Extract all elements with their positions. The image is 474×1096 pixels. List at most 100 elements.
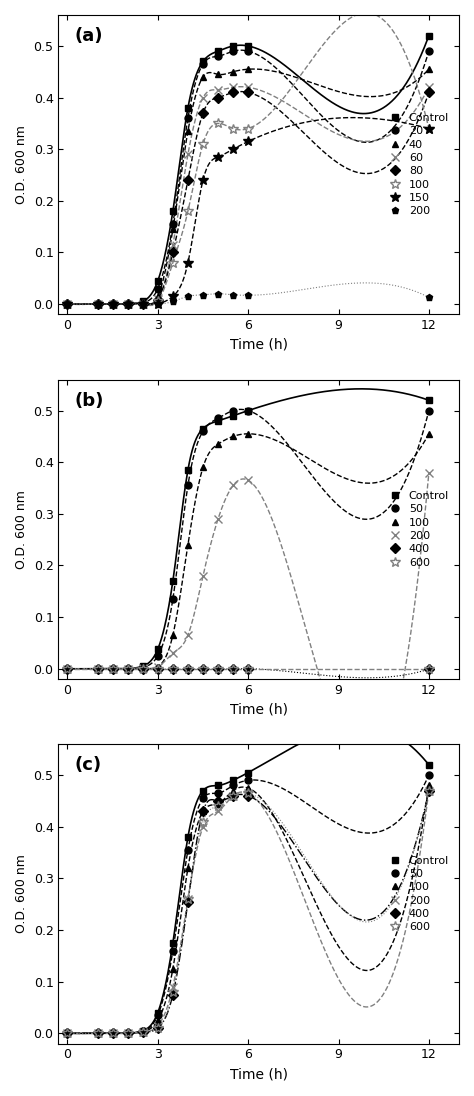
600 [170, 985, 176, 998]
600 [125, 1027, 130, 1040]
40 [426, 62, 432, 76]
100 [170, 628, 176, 641]
400 [170, 663, 176, 676]
50 [64, 662, 70, 675]
600 [200, 662, 206, 675]
150 [155, 297, 161, 310]
Control [246, 39, 251, 53]
600 [246, 787, 251, 800]
Control [140, 660, 146, 673]
Control [125, 1027, 130, 1040]
60 [246, 81, 251, 94]
200 [64, 662, 70, 675]
Text: (c): (c) [74, 756, 101, 774]
400 [215, 663, 221, 676]
600 [64, 1027, 70, 1040]
60 [426, 81, 432, 94]
Control [155, 1006, 161, 1019]
600 [230, 789, 236, 802]
50 [246, 404, 251, 418]
Line: 100: 100 [63, 118, 434, 309]
Line: 60: 60 [64, 83, 433, 308]
200 [200, 288, 206, 301]
50 [110, 662, 116, 675]
600 [64, 662, 70, 675]
20 [125, 297, 130, 310]
Control [215, 414, 221, 427]
20 [140, 296, 146, 309]
100 [155, 1014, 161, 1027]
150 [64, 297, 70, 310]
400 [110, 662, 116, 675]
Control [140, 1024, 146, 1037]
600 [110, 662, 116, 675]
40 [185, 125, 191, 138]
Control [170, 574, 176, 587]
150 [140, 297, 146, 310]
100 [155, 295, 161, 308]
Control [200, 422, 206, 435]
X-axis label: Time (h): Time (h) [230, 703, 288, 717]
200 [170, 980, 176, 993]
400 [230, 789, 236, 802]
80 [155, 294, 161, 307]
100 [426, 122, 432, 135]
X-axis label: Time (h): Time (h) [230, 338, 288, 352]
200 [95, 297, 100, 310]
100 [110, 662, 116, 675]
40 [246, 62, 251, 76]
50 [170, 944, 176, 957]
50 [95, 662, 100, 675]
200 [125, 297, 130, 310]
200 [200, 820, 206, 833]
40 [125, 297, 130, 310]
400 [95, 662, 100, 675]
600 [95, 1027, 100, 1040]
150 [95, 297, 100, 310]
100 [155, 660, 161, 673]
Legend: Control, 20, 40, 60, 80, 100, 150, 200: Control, 20, 40, 60, 80, 100, 150, 200 [382, 109, 454, 220]
Control [110, 662, 116, 675]
40 [95, 297, 100, 310]
600 [246, 662, 251, 675]
600 [110, 1027, 116, 1040]
100 [185, 861, 191, 875]
Control [95, 297, 100, 310]
100 [140, 297, 146, 310]
400 [64, 662, 70, 675]
20 [185, 112, 191, 125]
50 [125, 662, 130, 675]
100 [200, 460, 206, 473]
Y-axis label: O.D. 600 nm: O.D. 600 nm [15, 125, 28, 204]
Control [426, 30, 432, 43]
200 [230, 479, 236, 492]
Line: 600: 600 [63, 664, 434, 674]
40 [215, 68, 221, 81]
X-axis label: Time (h): Time (h) [230, 1068, 288, 1081]
200 [185, 628, 191, 641]
20 [155, 282, 161, 295]
Control [95, 662, 100, 675]
50 [215, 787, 221, 800]
Control [215, 45, 221, 58]
400 [64, 1027, 70, 1040]
200 [170, 647, 176, 660]
200 [64, 297, 70, 310]
50 [125, 1027, 130, 1040]
100 [246, 427, 251, 441]
100 [426, 427, 432, 441]
400 [155, 1021, 161, 1035]
100 [125, 297, 130, 310]
60 [215, 83, 221, 96]
600 [230, 662, 236, 675]
200 [125, 1027, 130, 1040]
150 [125, 297, 130, 310]
200 [426, 290, 432, 304]
Control [64, 297, 70, 310]
400 [215, 795, 221, 808]
400 [200, 804, 206, 818]
100 [185, 205, 191, 218]
60 [185, 148, 191, 161]
100 [125, 1027, 130, 1040]
100 [426, 779, 432, 792]
